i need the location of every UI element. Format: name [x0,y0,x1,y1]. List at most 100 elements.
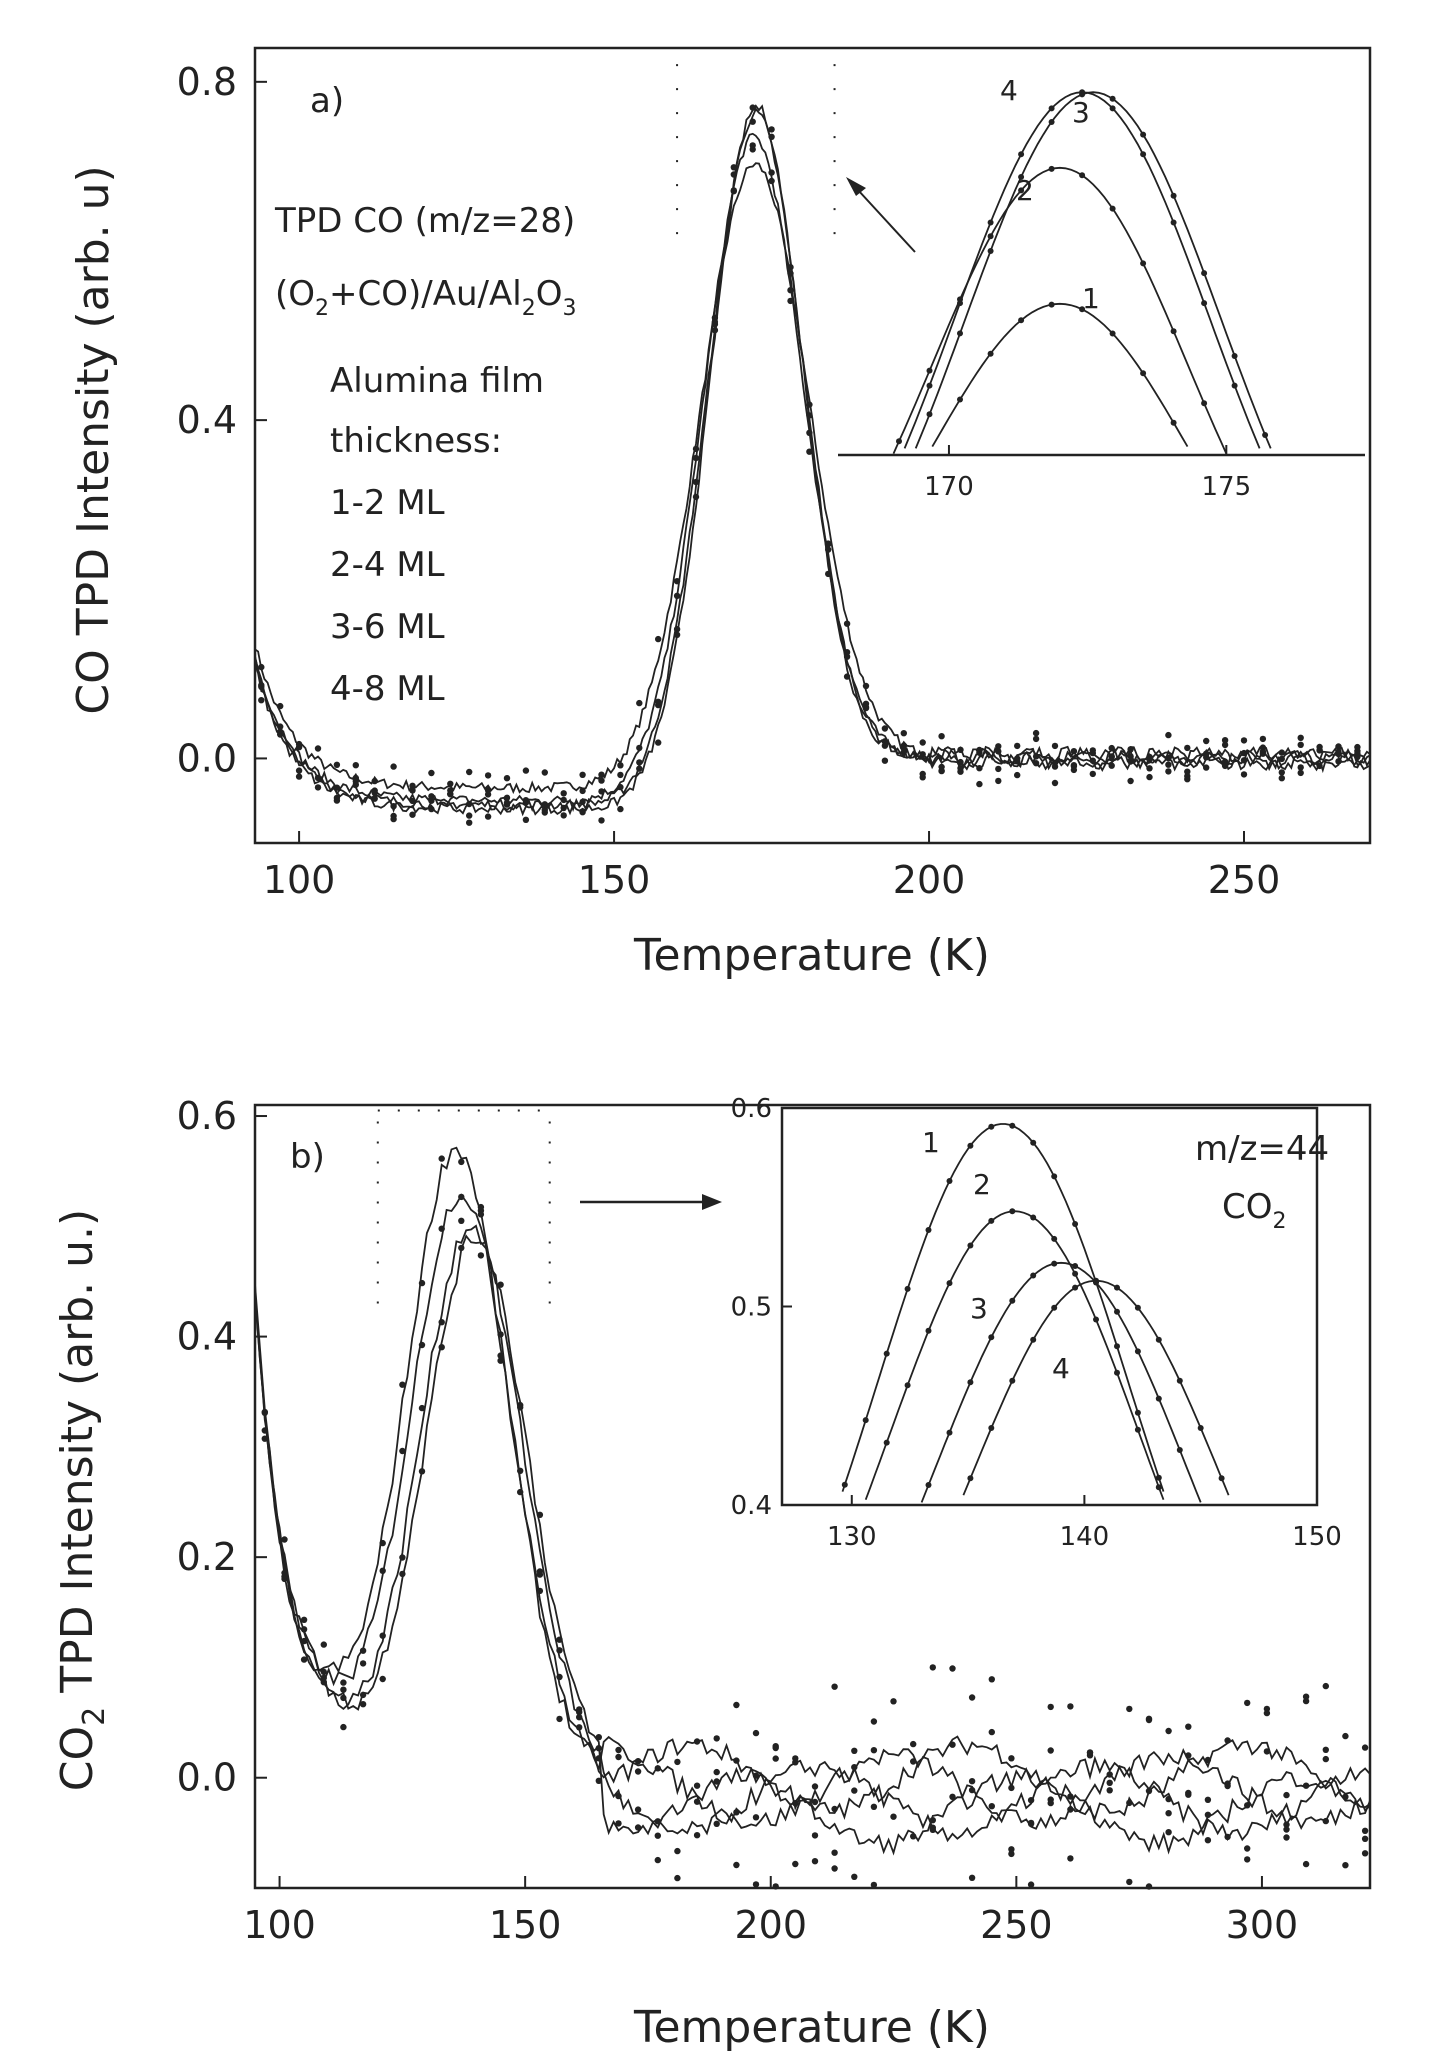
inset-a-series-marker-1 [1140,370,1147,377]
inset-b-series-marker-3 [1051,1260,1058,1267]
inset-b-series-marker-3 [967,1379,974,1386]
b-series-marker-4 [674,1847,681,1855]
inset-b-series-marker-3 [1134,1348,1141,1355]
inset-b-xtick-label-150: 150 [1292,1522,1342,1552]
inset-a-series-marker-3 [1231,353,1238,359]
inset-a-series-marker-1 [1170,419,1177,426]
inset-b-series-marker-3 [1155,1395,1162,1402]
b-series-marker-2 [870,1747,878,1754]
a-series-marker-3 [1108,744,1115,752]
inset-a-series-marker-4 [1048,105,1055,112]
a-series-marker-1 [390,763,397,770]
b-series-marker-2 [949,1793,956,1801]
a-series-marker-4 [390,815,397,823]
inset-b-series-marker-4 [1009,1377,1016,1384]
inset-b-species: CO2 [1222,1187,1287,1234]
b-series-marker-2 [399,1447,406,1455]
legend-title-line2: thickness: [330,421,502,461]
inset-a-series-marker-4 [957,300,963,307]
b-series-marker-1 [792,1860,799,1868]
a-series-marker-1 [503,775,511,782]
inset-b-series-marker-1 [1114,1343,1120,1350]
panel-a-title: TPD CO (m/z=28) [274,201,575,241]
b-series-marker-4 [1106,1779,1113,1787]
a-series-marker-1 [466,768,473,776]
a-series-marker-3 [579,787,586,795]
a-series-marker-2 [1089,770,1097,778]
inset-b-series-marker-1 [904,1285,911,1292]
panel-b-label: b) [290,1137,325,1177]
inset-b-series-marker-1 [1030,1139,1037,1146]
a-series-marker-4 [333,794,341,802]
inset-a-series-marker-4 [1201,300,1208,307]
inset-a-series-marker-3 [1262,432,1269,438]
b-series-marker-4 [851,1747,858,1755]
b-series-marker-3 [693,1832,701,1839]
a-series-marker-3 [466,819,473,826]
inset-b-arrow [580,1194,722,1210]
inset-b-series-marker-2 [1134,1426,1141,1433]
b-series-marker-1 [988,1676,995,1683]
b-series-marker-2 [1008,1846,1015,1853]
b-series-marker-3 [988,1803,995,1810]
b-series-marker-4 [1361,1744,1369,1751]
inset-b-series-marker-2 [1155,1484,1162,1491]
b-series-marker-1 [929,1664,936,1671]
a-series-marker-4 [1070,766,1078,774]
inset-b-series-marker-1 [967,1142,974,1149]
b-series-marker-1 [1126,1878,1133,1886]
inset-b-label-2: 2 [973,1168,991,1201]
b-series-marker-3 [477,1252,485,1259]
a-xtick-label-150: 150 [578,858,651,902]
legend-entry-1: 1-2 ML [330,483,445,523]
inset-b-xtick-label-140: 140 [1060,1522,1110,1552]
inset-b-series-marker-4 [988,1425,995,1431]
b-series-marker-4 [615,1820,622,1827]
a-series-marker-4 [484,791,492,798]
a-series-marker-3 [1032,735,1040,743]
panel-b-inset: 130 140 150 0.4 0.5 0.6 m/z=44 CO2 1 2 3 4 [731,1094,1342,1552]
b-series-marker-4 [634,1806,642,1813]
inset-a-series-marker-2 [1018,187,1025,194]
inset-a-series-line-4 [903,91,1261,449]
a-series-marker-1 [579,771,586,778]
inset-a-series-marker-4 [987,219,994,226]
inset-b-series-line-3 [920,1261,1202,1503]
inset-a-series-line-2 [892,166,1228,454]
a-series-marker-4 [258,697,265,704]
b-series-marker-4 [1322,1682,1330,1690]
b-xtick-label-300: 300 [1226,1903,1299,1947]
b-series-marker-4 [654,1832,661,1839]
a-series-marker-3 [1278,769,1286,776]
b-series-marker-1 [811,1832,819,1839]
inset-b-series-marker-2 [925,1327,932,1334]
inset-a-series-marker-2 [1079,172,1086,179]
inset-b-ytick-label-1: 0.5 [731,1293,772,1323]
inset-b-series-marker-4 [1155,1336,1162,1343]
b-series-marker-1 [713,1820,720,1828]
b-series-marker-4 [870,1881,878,1889]
panel-a-ylabel: CO TPD Intensity (arb. u) [68,165,119,714]
panel-a-inset: 170 175 4 3 2 1 [838,74,1365,502]
b-series-marker-4 [1145,1883,1153,1890]
inset-b-xtick-label-130: 130 [827,1522,877,1552]
b-series-marker-1 [399,1381,406,1388]
b-series-marker-4 [379,1675,386,1683]
inset-b-series-marker-3 [1072,1263,1079,1269]
b-series-marker-2 [320,1668,327,1676]
inset-a-series-marker-4 [1109,105,1116,112]
a-series-marker-1 [995,765,1002,773]
inset-a-series-marker-4 [926,382,933,389]
b-series-marker-3 [831,1849,838,1856]
inset-a-series-marker-3 [957,330,963,337]
a-series-marker-4 [560,812,567,819]
a-series-marker-2 [1240,771,1248,778]
inset-a-series-marker-2 [1201,400,1208,407]
inset-a-series-marker-2 [1109,205,1116,212]
b-series-marker-1 [772,1883,779,1890]
a-series-marker-3 [1165,761,1172,768]
a-series-marker-3 [1354,743,1361,751]
inset-b-ytick-label-0: 0.4 [731,1491,772,1521]
b-series-marker-2 [1244,1699,1251,1707]
b-series-marker-1 [320,1641,327,1648]
